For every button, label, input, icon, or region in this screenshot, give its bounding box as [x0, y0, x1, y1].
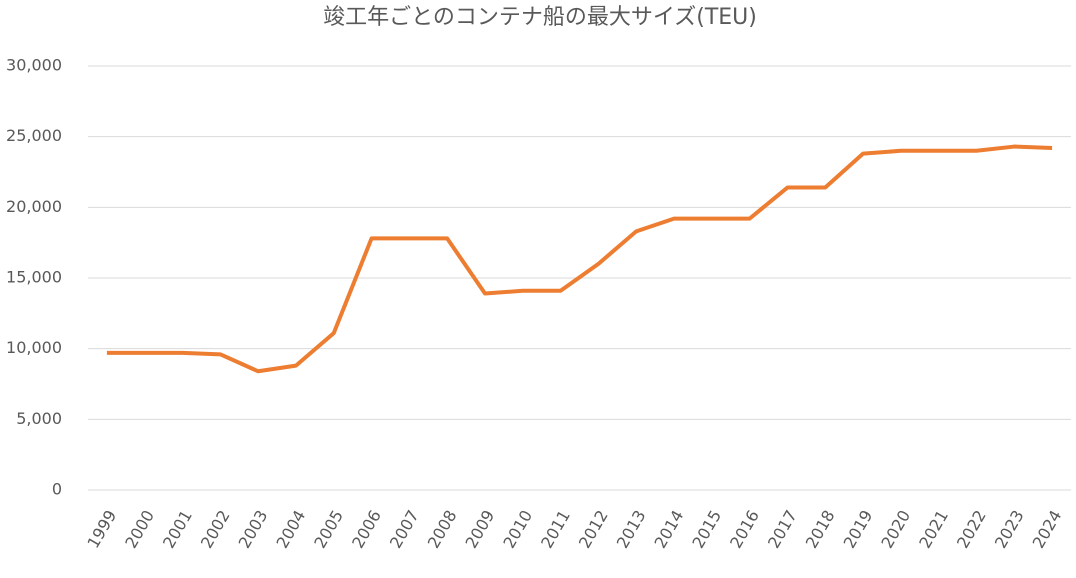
x-tick-label: 2021 [915, 507, 952, 552]
x-tick-label: 2010 [499, 507, 536, 552]
x-tick-label: 2018 [802, 507, 839, 552]
x-tick-label: 2002 [197, 507, 234, 552]
x-tick-label: 2022 [953, 507, 990, 552]
y-tick-label: 15,000 [6, 268, 62, 287]
x-tick-label: 2005 [310, 507, 347, 552]
chart-title: 竣工年ごとのコンテナ船の最大サイズ(TEU) [323, 5, 757, 30]
data-line [106, 144, 1053, 374]
x-tick-label: 2014 [651, 507, 688, 552]
x-tick-label: 2003 [235, 507, 272, 552]
x-tick-label: 2024 [1029, 507, 1066, 552]
x-tick-label: 2016 [726, 507, 763, 552]
y-tick-label: 0 [52, 480, 62, 499]
y-tick-label: 30,000 [6, 56, 62, 75]
x-tick-label: 1999 [83, 507, 120, 552]
x-tick-label: 2006 [348, 507, 385, 552]
y-tick-label: 25,000 [6, 126, 62, 145]
x-tick-label: 2001 [159, 507, 196, 552]
y-tick-label: 5,000 [16, 409, 62, 428]
x-tick-label: 2008 [424, 507, 461, 552]
x-tick-label: 2019 [840, 507, 877, 552]
x-tick-label: 2020 [877, 507, 914, 552]
y-tick-label: 10,000 [6, 338, 62, 357]
x-tick-label: 2012 [575, 507, 612, 552]
x-tick-label: 2000 [121, 507, 158, 552]
x-tick-label: 2004 [272, 507, 309, 552]
x-tick-label: 2015 [688, 507, 725, 552]
y-tick-label: 20,000 [6, 197, 62, 216]
x-tick-label: 2007 [386, 507, 423, 552]
x-tick-label: 2013 [613, 507, 650, 552]
x-tick-label: 2009 [462, 507, 499, 552]
x-tick-label: 2023 [991, 507, 1028, 552]
x-tick-label: 2017 [764, 507, 801, 552]
x-tick-label: 2011 [537, 507, 574, 552]
